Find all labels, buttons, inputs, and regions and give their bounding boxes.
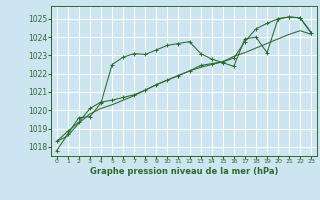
X-axis label: Graphe pression niveau de la mer (hPa): Graphe pression niveau de la mer (hPa) xyxy=(90,167,278,176)
